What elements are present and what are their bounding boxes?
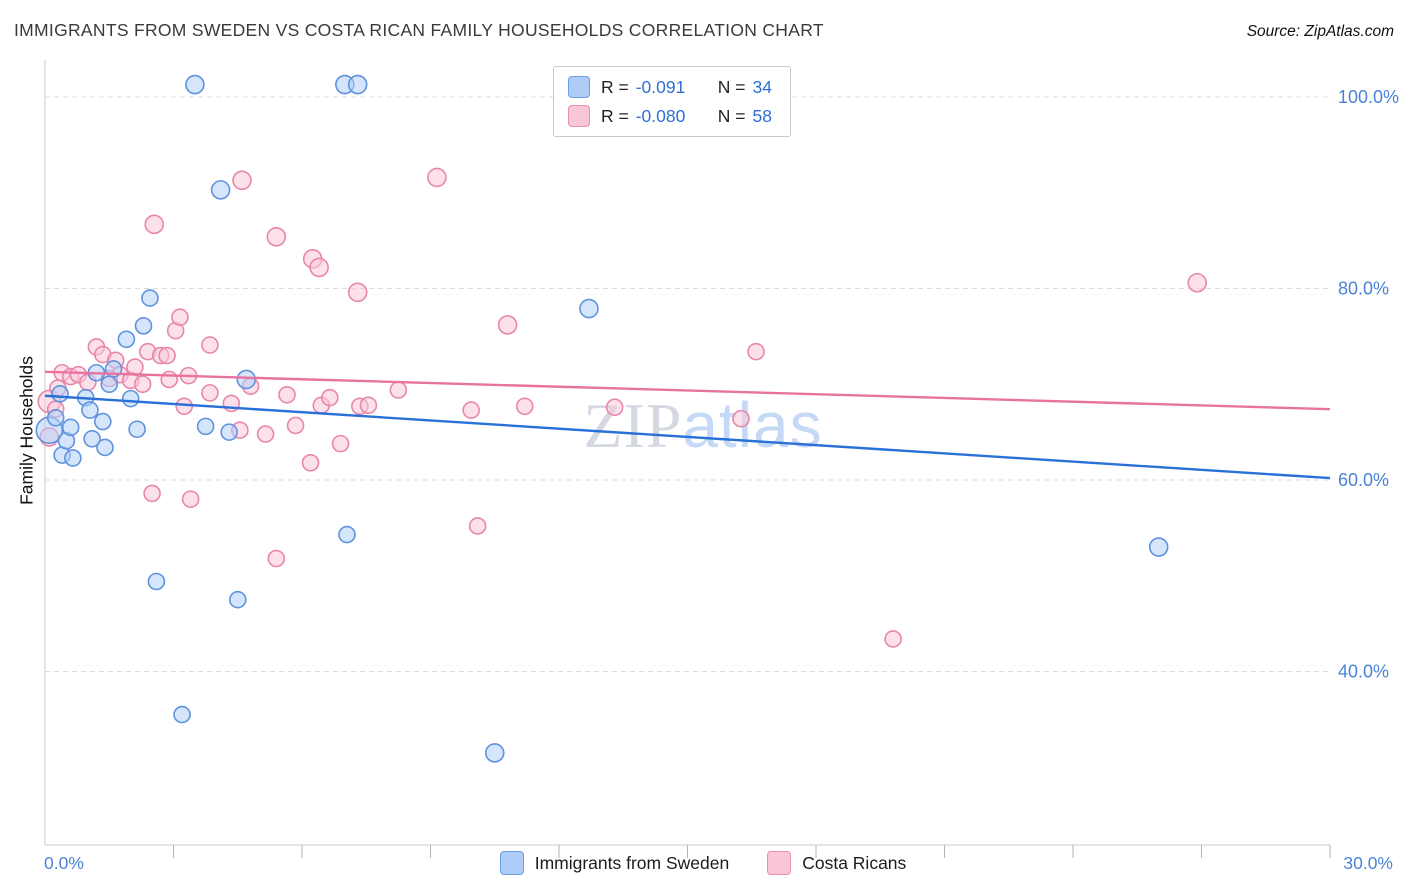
data-point-sweden xyxy=(185,74,205,95)
data-point-costa_ricans xyxy=(462,401,480,419)
data-point-sweden xyxy=(134,317,153,335)
data-point-costa_ricans xyxy=(309,257,329,278)
legend-item-costa-ricans: Costa Ricans xyxy=(767,851,906,875)
data-point-costa_ricans xyxy=(497,315,518,335)
n-label: N = xyxy=(717,106,746,126)
data-point-sweden xyxy=(338,525,356,544)
data-point-costa_ricans xyxy=(256,425,275,443)
data-point-costa_ricans xyxy=(427,167,447,188)
data-point-costa_ricans xyxy=(201,384,219,402)
data-point-sweden xyxy=(579,298,599,319)
data-point-sweden xyxy=(83,430,101,448)
data-point-costa_ricans xyxy=(133,375,152,394)
legend-row-sweden: R = -0.091 N = 34 xyxy=(568,76,772,98)
legend-row-costa-ricans: R = -0.080 N = 58 xyxy=(568,105,772,127)
data-point-sweden xyxy=(228,590,247,609)
data-point-costa_ricans xyxy=(884,630,902,648)
data-point-costa_ricans xyxy=(331,434,350,453)
r-value-costa-ricans: -0.080 xyxy=(635,106,686,126)
data-point-sweden xyxy=(51,385,69,403)
y-axis-tick-label: 60.0% xyxy=(1338,470,1389,490)
series-legend: Immigrants from Sweden Costa Ricans xyxy=(0,851,1406,875)
data-point-costa_ricans xyxy=(347,282,368,303)
r-label: R = xyxy=(601,77,629,97)
data-point-costa_ricans xyxy=(175,397,194,416)
sweden-legend-label: Immigrants from Sweden xyxy=(534,852,730,873)
data-point-sweden xyxy=(347,74,368,95)
data-point-sweden xyxy=(196,417,215,436)
data-point-sweden xyxy=(1148,537,1169,557)
sweden-legend-swatch xyxy=(499,851,524,875)
data-point-sweden xyxy=(94,412,112,431)
data-point-sweden xyxy=(128,420,146,439)
data-point-sweden xyxy=(117,330,136,349)
data-point-sweden xyxy=(96,438,114,457)
costa-ricans-swatch xyxy=(568,105,590,127)
data-point-sweden xyxy=(484,743,505,763)
y-axis-title: Family Households xyxy=(16,356,37,505)
data-point-sweden xyxy=(64,449,82,467)
data-point-costa_ricans xyxy=(143,484,161,503)
chart-title: IMMIGRANTS FROM SWEDEN VS COSTA RICAN FA… xyxy=(14,20,824,40)
data-point-costa_ricans xyxy=(266,226,287,247)
r-value-sweden: -0.091 xyxy=(635,77,686,97)
data-point-costa_ricans xyxy=(160,370,179,389)
data-point-costa_ricans xyxy=(605,398,624,417)
data-point-costa_ricans xyxy=(389,381,408,399)
sweden-swatch xyxy=(568,76,590,98)
data-point-costa_ricans xyxy=(286,416,305,435)
y-axis-tick-label: 40.0% xyxy=(1338,662,1389,682)
data-point-costa_ricans xyxy=(278,385,296,404)
n-label: N = xyxy=(717,77,746,97)
data-point-costa_ricans xyxy=(732,409,750,428)
data-point-costa_ricans xyxy=(1187,272,1208,293)
data-point-sweden xyxy=(81,401,99,419)
data-point-costa_ricans xyxy=(171,308,189,327)
data-point-costa_ricans xyxy=(232,170,252,191)
data-point-sweden xyxy=(141,289,159,307)
data-point-sweden xyxy=(236,369,257,390)
r-label: R = xyxy=(601,106,629,126)
data-point-costa_ricans xyxy=(301,453,320,472)
legend-item-sweden: Immigrants from Sweden xyxy=(499,851,730,875)
n-value-costa-ricans: 58 xyxy=(752,106,772,126)
data-point-sweden xyxy=(121,389,140,408)
data-point-sweden xyxy=(210,180,231,200)
data-point-costa_ricans xyxy=(747,342,765,361)
data-point-costa_ricans xyxy=(181,490,200,508)
data-point-costa_ricans xyxy=(201,336,219,354)
data-point-costa_ricans xyxy=(515,397,534,416)
data-point-costa_ricans xyxy=(321,388,339,407)
data-point-costa_ricans xyxy=(158,346,176,365)
x-axis-min-label: 0.0% xyxy=(44,853,84,873)
source-attribution: Source: ZipAtlas.com xyxy=(1246,23,1394,40)
costa-ricans-legend-swatch xyxy=(767,851,792,875)
data-point-sweden xyxy=(147,572,166,591)
y-axis-tick-label: 100.0% xyxy=(1338,87,1399,107)
data-point-costa_ricans xyxy=(468,517,487,535)
data-point-costa_ricans xyxy=(126,358,144,376)
y-axis-tick-label: 80.0% xyxy=(1338,279,1389,299)
data-point-sweden xyxy=(61,418,80,437)
data-point-costa_ricans xyxy=(359,396,378,415)
legend-stats-box: R = -0.091 N = 34 R = -0.080 N = 58 xyxy=(553,66,791,137)
n-value-sweden: 34 xyxy=(752,77,772,97)
x-axis-max-label: 30.0% xyxy=(1343,853,1393,873)
data-point-costa_ricans xyxy=(144,214,165,235)
trendline-costa_ricans xyxy=(44,370,1331,411)
trendline-sweden xyxy=(44,394,1331,480)
data-point-sweden xyxy=(100,375,119,394)
data-point-sweden xyxy=(173,705,191,724)
data-point-sweden xyxy=(220,423,238,441)
costa-ricans-legend-label: Costa Ricans xyxy=(802,852,907,873)
data-point-sweden xyxy=(46,408,65,427)
data-point-costa_ricans xyxy=(267,549,286,568)
